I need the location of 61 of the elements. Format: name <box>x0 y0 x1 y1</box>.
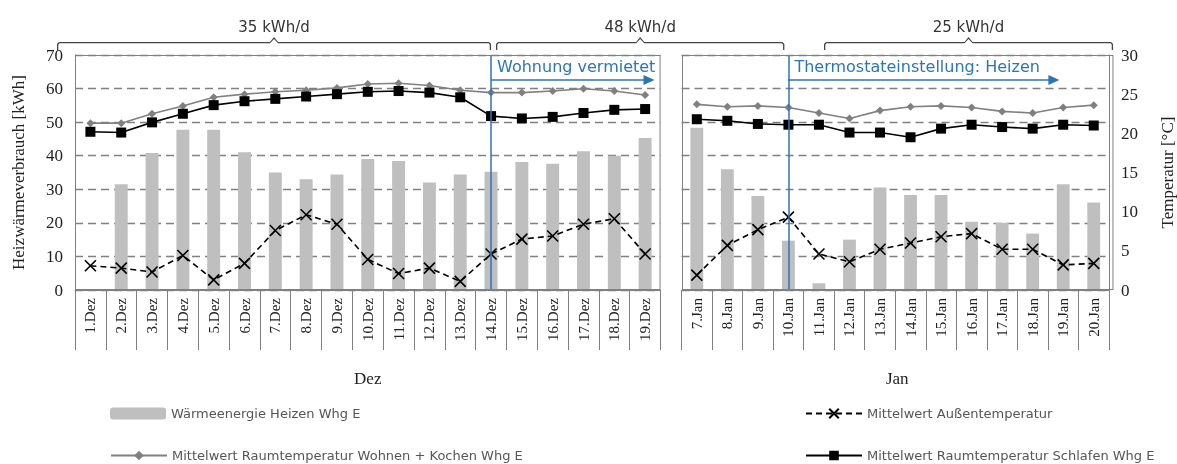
y-tick-label: 60 <box>46 79 63 99</box>
x-tick-label: 15.Dez <box>513 297 530 341</box>
y-tick-label: 40 <box>46 146 63 166</box>
x-tick-label: 19.Jan <box>1055 297 1072 337</box>
x-tick-label: 6.Dez <box>236 297 253 334</box>
x-tick-label: 16.Dez <box>544 297 561 341</box>
x-tick-label: 11.Jan <box>810 297 827 337</box>
x-tick-label: 4.Dez <box>174 297 191 334</box>
ref-line-label: Thermostateinstellung: Heizen <box>793 56 1040 76</box>
text: Jan <box>885 368 910 388</box>
legend-label: Wärmeenergie Heizen Whg E <box>171 406 361 421</box>
x-tick-label: 10.Jan <box>780 297 797 337</box>
legend-label: Mittelwert Außentemperatur <box>867 406 1054 421</box>
x-tick-label: 13.Dez <box>452 297 469 341</box>
x-tick-label: 12.Dez <box>421 297 438 341</box>
x-tick-label: 7.Jan <box>688 297 705 330</box>
x-tick-label: 18.Jan <box>1024 297 1041 337</box>
text: 25 kWh/d <box>932 17 1005 36</box>
x-tick-label: 5.Dez <box>205 297 222 334</box>
x-tick-label: 15.Jan <box>933 297 950 337</box>
x-tick-label: 8.Jan <box>719 297 736 330</box>
ref-line-label: Wohnung vermietet <box>497 56 656 76</box>
y2-tick-label: 5 <box>1121 241 1130 261</box>
x-tick-label: 8.Dez <box>298 297 315 334</box>
y-tick-label: 0 <box>54 280 63 300</box>
y2-tick-label: 0 <box>1121 280 1130 300</box>
text: 48 kWh/d <box>604 17 676 36</box>
x-tick-label: 9.Dez <box>328 297 345 334</box>
x-tick-label: 12.Jan <box>841 297 858 337</box>
x-tick-label: 11.Dez <box>390 297 407 341</box>
y2-tick-label: 20 <box>1121 123 1138 143</box>
y2-tick-label: 30 <box>1121 45 1138 65</box>
y2-tick-label: 25 <box>1121 84 1138 104</box>
y-tick-label: 20 <box>46 213 63 233</box>
x-tick-label: 14.Dez <box>483 297 500 341</box>
x-tick-label: 1.Dez <box>82 297 99 334</box>
x-tick-label: 9.Jan <box>749 297 766 330</box>
text: Dez <box>354 368 382 388</box>
x-tick-label: 17.Jan <box>994 297 1011 337</box>
x-tick-label: 17.Dez <box>575 297 592 341</box>
x-tick-label: 10.Dez <box>359 297 376 341</box>
x-tick-label: 20.Jan <box>1085 297 1102 337</box>
x-tick-label: 7.Dez <box>267 297 284 334</box>
legend-label: Mittelwert Raumtemperatur Schlafen Whg E <box>867 448 1155 463</box>
y2-tick-label: 15 <box>1121 163 1138 182</box>
y-tick-label: 10 <box>46 246 63 266</box>
y2-axis-title: Temperatur [°C] <box>1158 116 1177 229</box>
x-tick-label: 16.Jan <box>963 297 980 337</box>
x-tick-label: 13.Jan <box>872 297 889 337</box>
x-tick-label: 19.Dez <box>637 297 654 341</box>
y-axis-title: Heizwärmeverbrauch [kWh] <box>9 75 28 270</box>
y2-tick-label: 10 <box>1121 202 1138 222</box>
text: 35 kWh/d <box>238 17 310 36</box>
x-tick-label: 18.Dez <box>606 297 623 341</box>
y-tick-label: 70 <box>46 45 63 65</box>
legend-label: Mittelwert Raumtemperatur Wohnen + Kochen Whg E <box>172 448 523 463</box>
y-tick-label: 50 <box>46 112 63 132</box>
y-tick-label: 30 <box>46 179 63 199</box>
x-tick-label: 14.Jan <box>902 297 919 337</box>
x-tick-label: 3.Dez <box>144 297 161 334</box>
x-tick-label: 2.Dez <box>113 297 130 334</box>
